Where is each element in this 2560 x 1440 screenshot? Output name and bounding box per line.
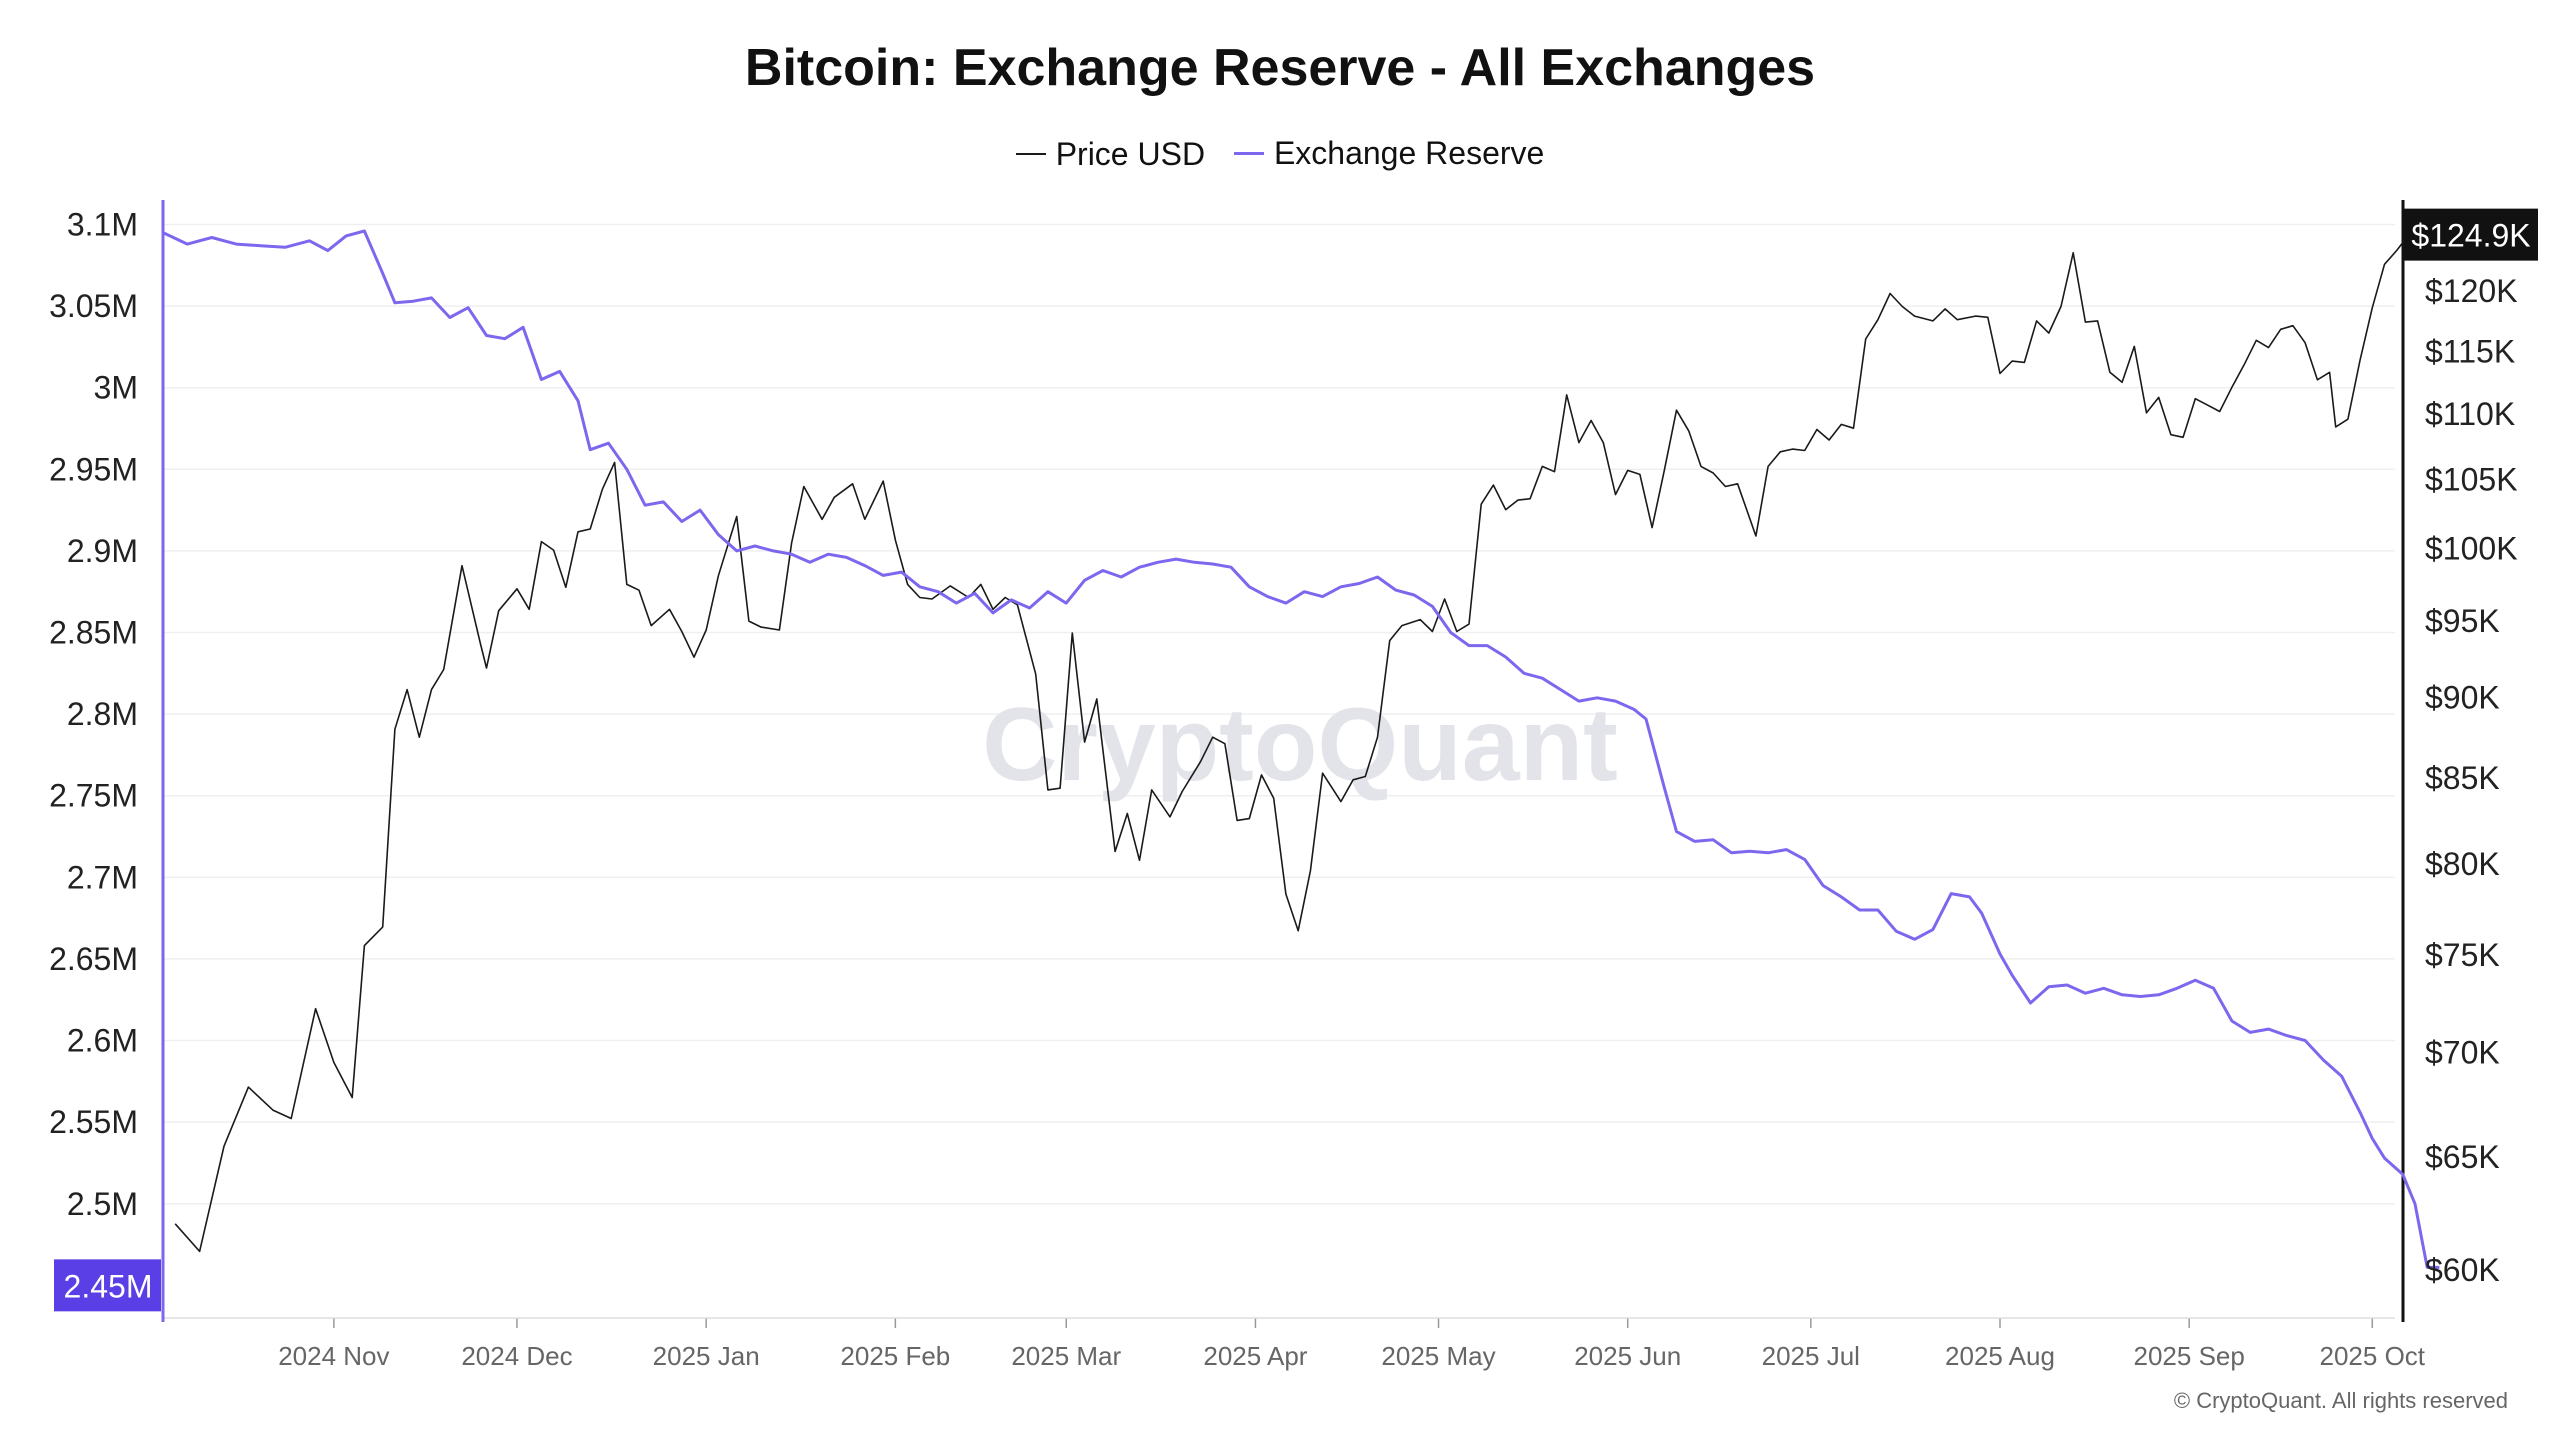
legend-label-price: Price USD (1055, 135, 1206, 172)
x-tick-label: 2024 Dec (461, 1341, 572, 1371)
chart-title: Bitcoin: Exchange Reserve - All Exchange… (744, 39, 1816, 97)
left-tick-label: 2.7M (67, 859, 138, 895)
right-tick-label: $85K (2425, 760, 2500, 796)
left-tick-label: 2.5M (67, 1186, 138, 1222)
left-tick-label: 2.85M (49, 615, 138, 651)
right-tick-label: $105K (2425, 462, 2518, 498)
left-tick-label: 2.75M (49, 778, 138, 814)
current-price-label: $124.9K (2411, 218, 2530, 254)
x-tick-label: 2024 Nov (278, 1341, 389, 1371)
legend-swatch-reserve (1233, 152, 1264, 155)
left-tick-label: 2.6M (67, 1023, 138, 1059)
x-tick-label: 2025 Jun (1574, 1341, 1681, 1371)
x-tick-label: 2025 Feb (840, 1341, 950, 1371)
x-tick-label: 2025 Jan (653, 1341, 760, 1371)
right-tick-label: $70K (2425, 1034, 2500, 1070)
legend-item-price[interactable]: Price USD (1015, 135, 1206, 173)
left-tick-label: 2.65M (49, 941, 138, 977)
x-tick-label: 2025 Sep (2134, 1341, 2245, 1371)
right-tick-label: $115K (2425, 333, 2515, 369)
copyright-text: © CryptoQuant. All rights reserved (2173, 1388, 2508, 1413)
right-tick-label: $120K (2425, 273, 2518, 309)
axes (161, 200, 2405, 1328)
watermark-text: CryptoQuant (982, 687, 1618, 803)
x-tick-label: 2025 Jul (1762, 1341, 1860, 1371)
right-tick-label: $80K (2425, 846, 2500, 882)
current-price-badge (2404, 208, 2538, 261)
legend: Price USD Exchange Reserve (0, 126, 2560, 173)
x-tick-label: 2025 Apr (1203, 1341, 1307, 1371)
axis-labels: 2.5M 2.55M 2.6M 2.65M 2.7M 2.75M 2.8M 2.85M 2.9M… (49, 206, 2538, 1371)
left-tick-label: 2.8M (67, 696, 138, 732)
x-tick-label: 2025 Aug (1945, 1341, 2055, 1371)
legend-item-reserve[interactable]: Exchange Reserve (1233, 135, 1545, 172)
right-tick-label: $95K (2425, 603, 2500, 639)
x-tick-label: 2025 Mar (1011, 1341, 1121, 1371)
grid-lines (163, 223, 2395, 1205)
left-tick-label: 3.05M (49, 288, 138, 324)
right-tick-label: $75K (2425, 937, 2500, 973)
legend-label-reserve: Exchange Reserve (1273, 135, 1545, 171)
legend-swatch-price (1015, 153, 1046, 155)
current-reserve-label: 2.45M (64, 1268, 153, 1304)
left-tick-label: 3.1M (67, 206, 138, 242)
current-reserve-badge (54, 1259, 161, 1312)
x-tick-label: 2025 May (1381, 1341, 1495, 1371)
right-tick-label: $60K (2425, 1252, 2500, 1288)
left-tick-label: 3M (94, 370, 138, 406)
right-tick-label: $90K (2425, 679, 2500, 715)
right-tick-label: $100K (2425, 531, 2518, 567)
left-tick-label: 2.95M (49, 451, 138, 487)
exchange-reserve-line (162, 229, 2440, 1269)
x-tick-label: 2025 Oct (2320, 1341, 2426, 1371)
series-layer (162, 229, 2440, 1269)
price-usd-line (174, 234, 2410, 1253)
right-tick-label: $110K (2425, 396, 2515, 432)
left-tick-label: 2.9M (67, 533, 138, 569)
left-tick-label: 2.55M (49, 1104, 138, 1140)
right-tick-label: $65K (2425, 1139, 2500, 1175)
